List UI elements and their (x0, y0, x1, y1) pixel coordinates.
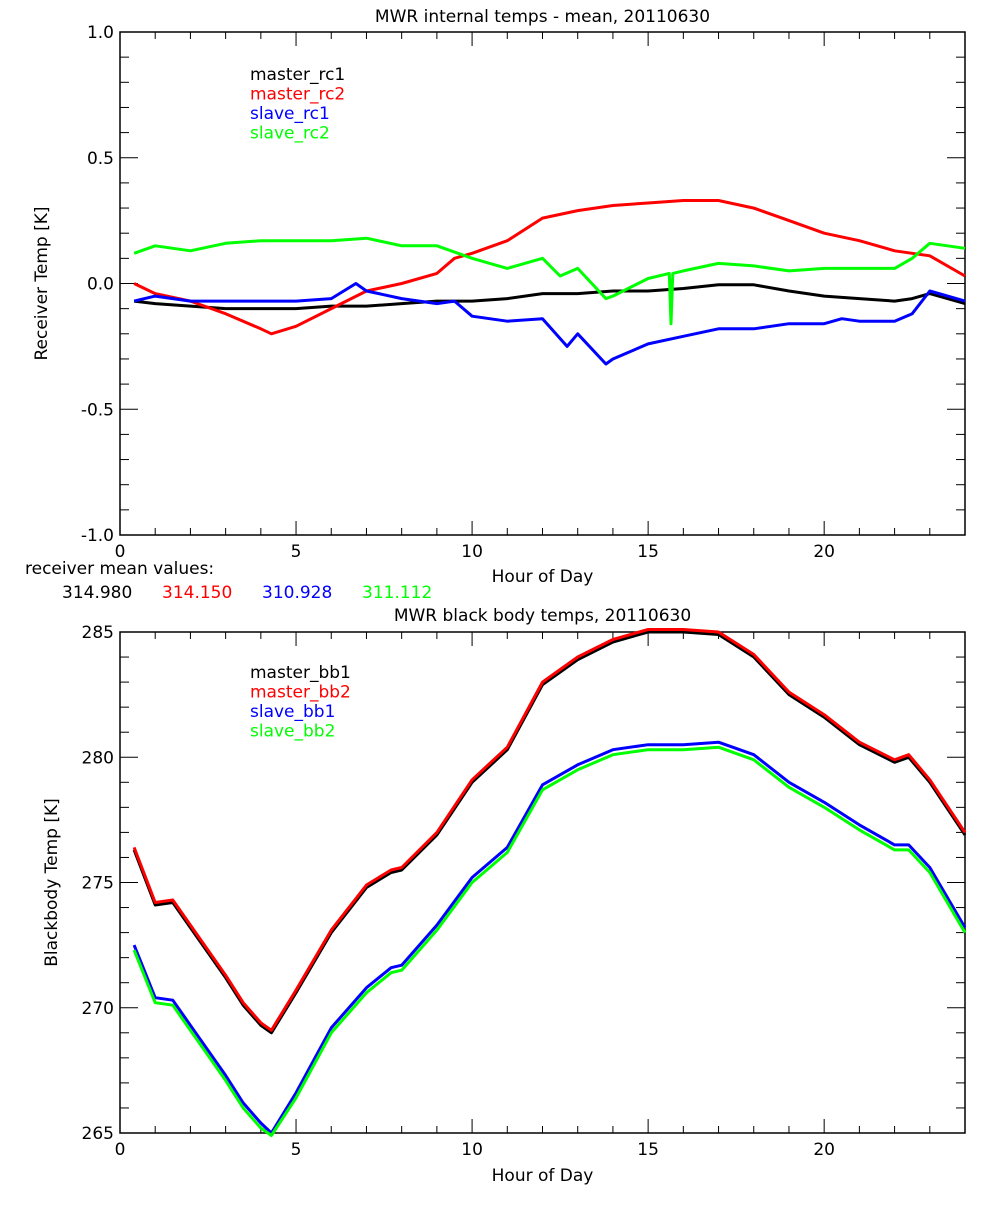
x-axis-label: Hour of Day (492, 567, 594, 587)
y-axis-label: Blackbody Temp [K] (42, 798, 62, 967)
y-tick-label: -1.0 (81, 526, 114, 546)
receiver-mean-value: 314.980 (62, 583, 132, 603)
plot-frame (119, 631, 966, 1134)
x-tick-label: 15 (637, 1140, 659, 1160)
chart-title: MWR internal temps - mean, 20110630 (375, 7, 710, 27)
x-tick-label: 15 (637, 542, 659, 562)
legend-entry: slave_rc1 (250, 104, 330, 124)
receiver-mean-value: 311.112 (362, 583, 432, 603)
receiver-temp-chart: 0 5 10 15 20 -1.0 -0.5 0.0 0.5 1.0 MWR internal te… (32, 7, 966, 587)
series-line-master_rc1 (133, 283, 966, 311)
receiver-mean-label: receiver mean values: (25, 559, 214, 579)
legend-entry: master_bb1 (250, 663, 351, 683)
blackbody-temp-chart: 0 5 10 15 20 265 270 275 280 285 MWR black body te… (42, 606, 967, 1186)
x-tick-label: 20 (813, 1140, 835, 1160)
plot-frame (119, 31, 966, 536)
x-tick-label: 10 (461, 542, 483, 562)
y-tick-label: 1.0 (87, 23, 114, 43)
x-tick-label: 10 (461, 1140, 483, 1160)
legend-entry: master_rc1 (250, 65, 345, 85)
y-axis-label: Receiver Temp [K] (32, 206, 52, 360)
legend-entry: master_bb2 (250, 683, 351, 703)
x-tick-label: 5 (291, 1140, 302, 1160)
receiver-mean-value: 314.150 (162, 583, 232, 603)
y-tick-label: 270 (82, 999, 114, 1019)
legend-entry: slave_bb1 (250, 702, 335, 722)
y-tick-label: 265 (82, 1124, 114, 1144)
receiver-mean-values: receiver mean values: 314.980 314.150 31… (25, 559, 432, 603)
series-line-slave_bb2 (132, 745, 967, 1137)
y-tick-label: 285 (82, 623, 114, 643)
legend-entry: slave_rc2 (250, 124, 330, 144)
y-tick-label: -0.5 (81, 400, 114, 420)
chart-title: MWR black body temps, 20110630 (394, 606, 691, 626)
series-line-master_bb2 (132, 628, 967, 1032)
legend-entry: slave_bb2 (250, 722, 335, 742)
series-line-master_rc2 (133, 199, 966, 336)
x-axis-label: Hour of Day (492, 1166, 594, 1186)
x-tick-label: 0 (115, 542, 126, 562)
legend-entry: master_rc2 (250, 85, 345, 105)
series-line-slave_bb1 (132, 740, 967, 1135)
series-line-slave_rc2 (133, 236, 966, 326)
y-tick-label: 0.5 (87, 149, 114, 169)
x-tick-label: 20 (813, 542, 835, 562)
x-tick-label: 0 (115, 1140, 126, 1160)
series-line-slave_rc1 (133, 282, 966, 366)
y-tick-label: 280 (82, 748, 114, 768)
y-tick-label: 0.0 (87, 275, 114, 295)
y-tick-label: 275 (82, 874, 114, 894)
receiver-mean-value: 310.928 (262, 583, 332, 603)
x-tick-label: 5 (291, 542, 302, 562)
